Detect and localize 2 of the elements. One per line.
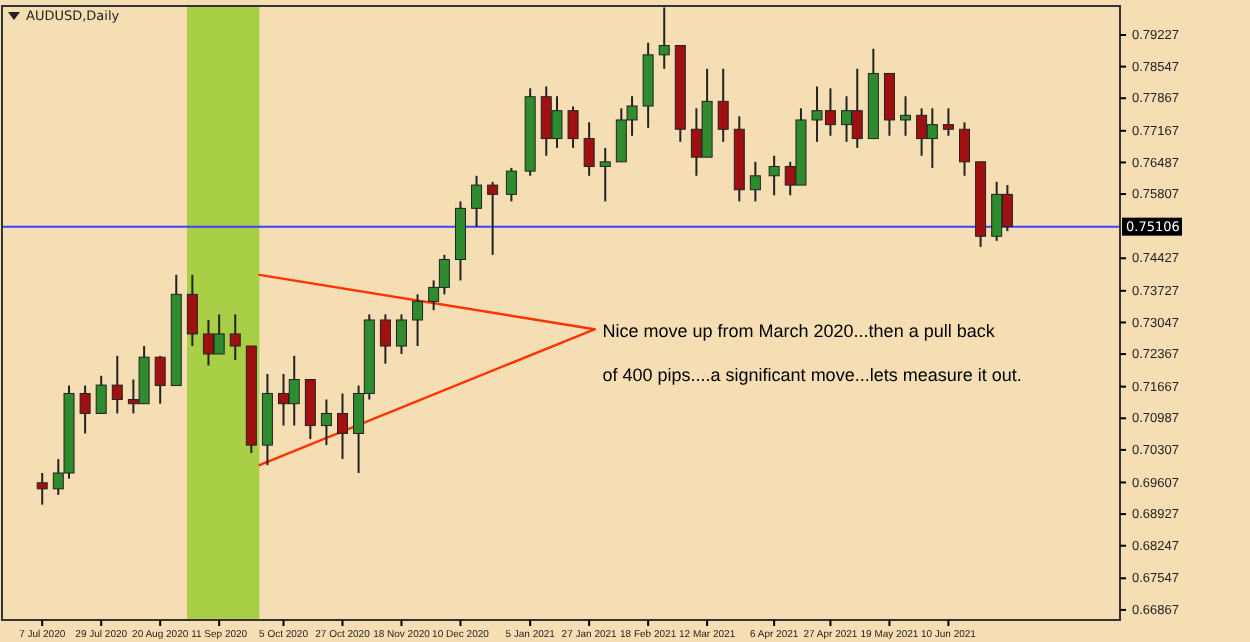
annotation: of 400 pips....a significant move...lets measure it out. <box>602 365 1022 386</box>
annotation: Nice move up from March 2020...then a pull back <box>602 321 996 342</box>
